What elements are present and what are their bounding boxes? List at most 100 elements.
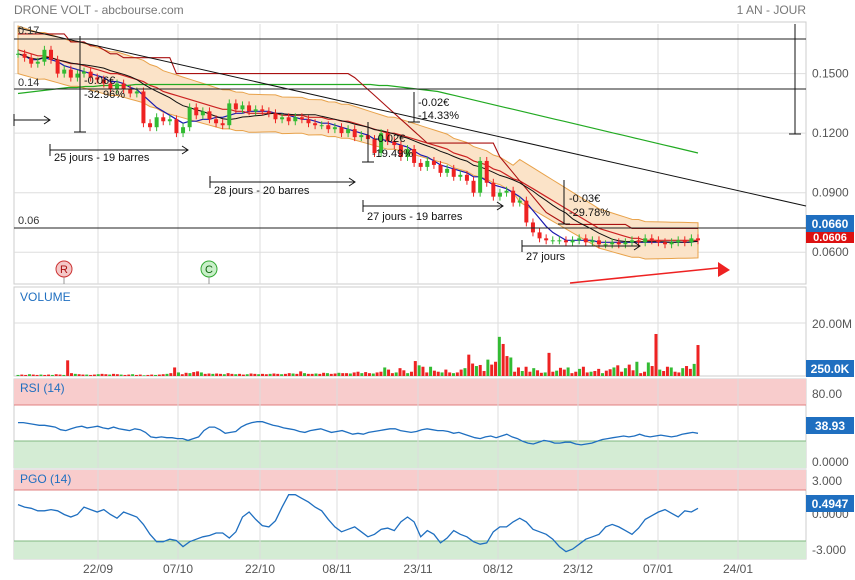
volume-bar — [463, 368, 467, 376]
volume-bar — [383, 367, 387, 376]
volume-bar — [238, 373, 242, 376]
volume-bar — [398, 368, 402, 376]
volume-bar — [73, 373, 77, 376]
volume-bar — [329, 373, 333, 376]
volume-bar — [249, 373, 253, 376]
volume-bar — [677, 372, 681, 376]
volume-bar — [92, 374, 96, 376]
candle-body — [596, 240, 601, 245]
candle-body — [352, 129, 357, 138]
volume-bar — [291, 373, 295, 376]
candle-body — [154, 117, 159, 128]
duration-label-2: 28 jours - 20 barres — [214, 185, 310, 197]
badge-rsi-last: 38.93 — [806, 417, 854, 434]
candle-body — [359, 135, 364, 138]
volume-bar — [562, 369, 566, 376]
volume-bar — [570, 373, 574, 376]
badge-rsi-text: 38.93 — [815, 419, 845, 433]
badge-supertrend-text: 0.0606 — [813, 232, 847, 244]
annotation-percent-4: -29.78% — [569, 207, 610, 219]
candle-body — [339, 127, 344, 134]
volume-bar — [47, 374, 51, 376]
volume-bar — [127, 374, 131, 376]
candle-body — [478, 160, 483, 193]
candle-body — [233, 103, 238, 110]
volume-bar — [230, 373, 234, 376]
volume-bar — [272, 373, 276, 376]
candle-body — [676, 240, 681, 243]
volume-bar — [604, 370, 608, 376]
candle-body — [200, 111, 205, 116]
volume-bar — [62, 374, 66, 376]
volume-bar — [620, 371, 624, 376]
candle-body — [55, 59, 60, 74]
red-arrow — [569, 262, 730, 284]
candle-body — [108, 83, 113, 90]
candle-body — [207, 111, 212, 120]
candle-body — [696, 238, 700, 241]
candle-body — [524, 200, 529, 223]
volume-bar — [89, 374, 93, 376]
badge-price-last-text: 0.0660 — [812, 217, 849, 231]
candle-body — [458, 174, 463, 177]
badge-rsi-bg — [806, 417, 854, 434]
price-tick-label: 0.0600 — [812, 245, 849, 259]
candle-body — [643, 238, 648, 243]
event-marker-c-circle — [200, 260, 218, 278]
line-mm-14 — [17, 53, 699, 243]
line-mm-20 — [17, 49, 698, 241]
volume-bar — [268, 373, 272, 376]
candle-body — [379, 133, 384, 153]
pgo-gridlines — [97, 470, 739, 559]
candle-body — [313, 123, 318, 126]
candle-body — [577, 238, 582, 241]
x-tick-label: 23/12 — [563, 562, 593, 576]
pgo-tick-minus3: -3.000 — [812, 543, 846, 557]
volume-bar — [623, 368, 627, 376]
badge-supertrend-last: 0.0606 — [806, 232, 854, 244]
volume-bar — [169, 373, 173, 376]
volume-bar — [650, 366, 654, 376]
event-marker-r[interactable]: R — [55, 260, 73, 284]
volume-bar — [108, 374, 112, 376]
candle-body — [392, 141, 397, 146]
volume-bar — [688, 368, 692, 376]
candle-body — [530, 222, 535, 233]
candle-body — [115, 83, 120, 90]
candle-body — [75, 73, 80, 78]
trendline-main — [17, 27, 807, 207]
volume-bar — [639, 373, 643, 376]
volume-bar — [665, 366, 669, 376]
volume-bar — [310, 373, 314, 376]
candle-body — [194, 107, 199, 116]
candle-body — [49, 49, 54, 60]
rsi-title: RSI (14) — [20, 381, 65, 395]
volume-bar — [478, 364, 482, 376]
volume-bar — [635, 361, 639, 376]
volume-bar — [222, 374, 226, 376]
volume-bar — [142, 375, 146, 376]
volume-bar — [455, 372, 459, 376]
annotation-value-3: -0.02€ — [374, 133, 405, 145]
volume-bar — [658, 369, 662, 376]
left-level-label: 0.17 — [18, 25, 39, 37]
volume-bar — [287, 373, 291, 376]
volume-bar — [444, 369, 448, 376]
volume-bar — [280, 374, 284, 376]
candle-body — [504, 190, 509, 193]
candle-body — [293, 117, 298, 122]
volume-bar — [322, 372, 326, 376]
x-tick-label: 08/11 — [322, 562, 351, 576]
candle-body — [689, 238, 694, 243]
candle-body — [563, 240, 568, 243]
candle-body — [656, 240, 661, 243]
candle-body — [280, 117, 285, 120]
candle-body — [306, 119, 311, 124]
duration-2-head — [348, 177, 356, 187]
candle-body — [412, 149, 417, 163]
volume-bar — [253, 373, 257, 376]
candle-body — [121, 83, 126, 90]
volume-bar — [474, 366, 478, 376]
volume-bar — [54, 374, 58, 376]
event-marker-c[interactable]: C — [200, 260, 218, 284]
